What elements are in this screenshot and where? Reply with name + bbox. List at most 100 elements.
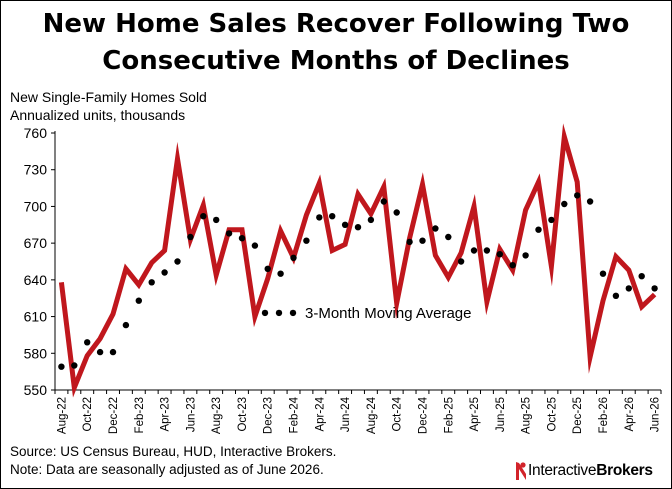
moving-average-point: [548, 216, 555, 224]
moving-average-point: [200, 213, 207, 220]
x-tick-label: Feb-25: [443, 397, 455, 433]
moving-average-point: [187, 233, 194, 241]
source-note: Source: US Census Bureau, HUD, Interacti…: [10, 444, 337, 459]
y-tick-label: 670: [24, 235, 48, 251]
y-tick-label: 700: [24, 198, 48, 214]
y-tick-label: 580: [24, 345, 48, 361]
moving-average-point: [599, 270, 607, 277]
x-tick-label: Oct-23: [237, 397, 249, 432]
legend: 3-Month Moving Average: [261, 305, 472, 322]
x-tick-label: Oct-22: [82, 397, 94, 432]
x-axis-ticks: Aug-22 Oct-22 Dec-22 Feb-23 Apr-23 Jun-23 Aug-…: [54, 390, 662, 434]
moving-average-point: [522, 252, 529, 259]
moving-average-point: [303, 237, 310, 244]
chart-subtitle-units: Annualized units, thousands: [10, 107, 186, 123]
moving-average-point: [225, 230, 233, 237]
moving-average-point: [161, 269, 168, 276]
x-tick-label: Dec-25: [572, 397, 584, 434]
x-tick-label: Aug-24: [366, 396, 378, 434]
moving-average-point: [84, 339, 91, 346]
moving-average-series: [58, 192, 658, 370]
adjustment-note: Note: Data are seasonally adjusted as of…: [10, 462, 324, 477]
x-tick-label: Aug-22: [56, 397, 68, 434]
sales-line: [58, 123, 657, 398]
x-tick-label: Apr-26: [624, 397, 636, 432]
legend-marker-dot: [275, 309, 283, 317]
moving-average-point: [316, 214, 323, 221]
moving-average-point: [341, 221, 349, 228]
x-tick-label: Apr-24: [314, 396, 326, 431]
moving-average-point: [122, 321, 130, 329]
x-tick-label: Jun-24: [340, 396, 352, 432]
moving-average-point: [96, 348, 104, 356]
moving-average-point: [174, 258, 181, 265]
y-axis-ticks: 550 580 610 640 670 700 730 760: [24, 125, 55, 398]
x-tick-label: Dec-23: [263, 397, 275, 434]
y-tick-label: 760: [24, 125, 48, 141]
moving-average-point: [213, 216, 220, 224]
moving-average-point: [406, 238, 413, 246]
legend-label: 3-Month Moving Average: [305, 305, 472, 322]
x-tick-label: Feb-26: [598, 397, 610, 433]
moving-average-point: [432, 225, 439, 232]
sales-line-series: [58, 123, 657, 398]
x-tick-label: Apr-25: [469, 397, 481, 432]
moving-average-point: [290, 254, 297, 261]
moving-average-point: [238, 235, 246, 242]
x-tick-label: Feb-23: [134, 397, 146, 433]
chart-title-line-1: New Home Sales Recover Following Two: [42, 9, 630, 39]
legend-marker-dot: [289, 309, 297, 317]
moving-average-point: [71, 362, 78, 369]
x-tick-label: Jun-25: [495, 397, 507, 432]
moving-average-point: [380, 198, 387, 205]
moving-average-point: [354, 224, 362, 231]
interactivebrokers-logo: InteractiveBrokers: [514, 460, 653, 482]
moving-average-point: [535, 226, 542, 233]
interactivebrokers-logo-icon: [516, 462, 526, 480]
logo-word-brokers: Brokers: [596, 462, 653, 479]
moving-average-point: [574, 192, 581, 199]
x-tick-label: Jun-26: [650, 397, 662, 432]
moving-average-point: [483, 247, 491, 254]
x-tick-label: Oct-24: [392, 396, 404, 431]
moving-average-point: [367, 216, 375, 224]
moving-average-point: [651, 285, 658, 292]
moving-average-point: [586, 198, 594, 205]
moving-average-point: [109, 348, 117, 356]
x-tick-label: Jun-23: [185, 397, 197, 432]
moving-average-point: [277, 270, 284, 277]
chart-subtitle-series: New Single-Family Homes Sold: [10, 89, 207, 105]
moving-average-point: [509, 262, 516, 269]
y-tick-label: 730: [24, 162, 48, 178]
x-tick-label: Apr-23: [160, 397, 172, 432]
moving-average-point: [561, 200, 568, 208]
chart-axes: [54, 131, 661, 391]
x-tick-label: Aug-23: [211, 397, 223, 434]
chart-title-line-2: Consecutive Months of Declines: [102, 46, 570, 76]
x-tick-label: Feb-24: [289, 396, 301, 433]
moving-average-point: [496, 251, 503, 258]
moving-average-point: [638, 273, 645, 280]
moving-average-point: [612, 292, 620, 299]
x-tick-label: Dec-24: [417, 396, 429, 434]
moving-average-point: [625, 285, 632, 292]
y-tick-label: 640: [24, 272, 48, 288]
y-tick-label: 610: [24, 309, 48, 325]
x-tick-label: Dec-22: [108, 397, 120, 434]
moving-average-point: [445, 233, 452, 241]
moving-average-point: [251, 242, 259, 249]
moving-average-point: [329, 213, 336, 220]
moving-average-point: [58, 363, 65, 370]
x-tick-label: Oct-25: [546, 397, 558, 432]
moving-average-point: [457, 258, 465, 265]
moving-average-point: [419, 237, 426, 244]
logo-word-interactive: Interactive: [528, 462, 597, 479]
moving-average-point: [135, 297, 142, 304]
moving-average-point: [470, 247, 478, 254]
logo-wordmark: InteractiveBrokers: [528, 462, 653, 480]
moving-average-point: [148, 279, 155, 286]
x-tick-label: Aug-25: [521, 397, 533, 434]
moving-average-point: [264, 265, 271, 272]
